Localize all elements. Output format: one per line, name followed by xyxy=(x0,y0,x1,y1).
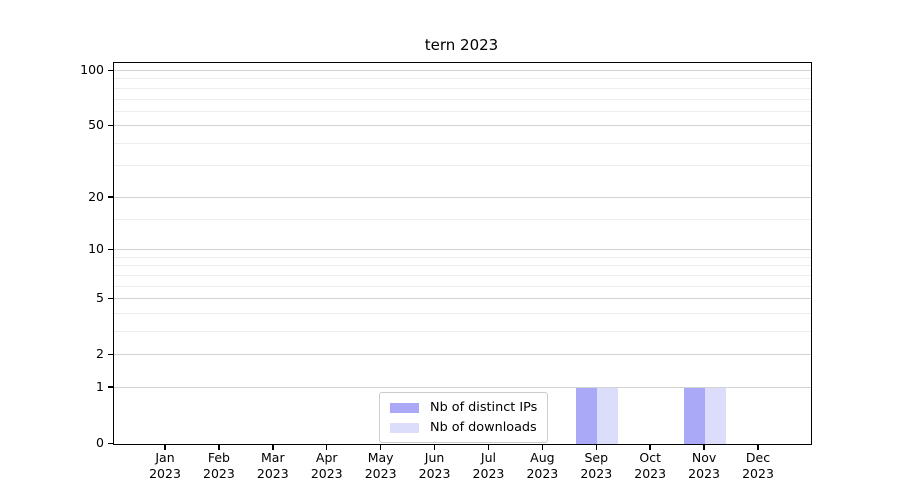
bar-downloads xyxy=(705,387,727,444)
minor-gridline xyxy=(114,165,811,167)
minor-gridline xyxy=(114,87,811,89)
x-axis-tick xyxy=(649,444,651,450)
minor-gridline xyxy=(114,110,811,112)
plot-area: Nb of distinct IPs Nb of downloads xyxy=(113,62,812,445)
y-axis-tick xyxy=(108,442,113,444)
x-axis-tick xyxy=(433,444,436,450)
x-axis-tick xyxy=(272,444,274,450)
minor-gridline xyxy=(114,98,811,100)
x-axis-tick-label: Jun 2023 xyxy=(418,450,451,481)
minor-gridline xyxy=(114,285,811,287)
minor-gridline xyxy=(114,274,811,276)
major-gridline xyxy=(114,196,811,198)
major-gridline xyxy=(114,249,811,251)
y-axis-tick xyxy=(108,69,113,71)
bar-downloads xyxy=(597,387,619,444)
y-axis-tick-label: 50 xyxy=(88,117,104,133)
x-axis-tick-label: Jul 2023 xyxy=(472,450,505,481)
major-gridline xyxy=(114,70,811,71)
x-axis-tick-label: Sep 2023 xyxy=(580,450,613,481)
y-axis-tick-label: 10 xyxy=(88,241,104,257)
legend-swatch xyxy=(390,422,419,433)
x-axis-tick xyxy=(757,444,759,450)
y-axis-tick-label: 5 xyxy=(96,290,104,306)
y-axis-tick-label: 0 xyxy=(96,435,104,450)
legend-entry: Nb of downloads xyxy=(390,419,537,436)
x-axis-tick xyxy=(487,444,490,450)
x-axis-tick xyxy=(379,444,382,450)
minor-gridline xyxy=(114,78,811,80)
y-axis-tick xyxy=(108,124,113,127)
y-axis-tick xyxy=(108,297,113,300)
x-axis-tick xyxy=(595,444,598,450)
x-axis-tick-label: Aug 2023 xyxy=(526,450,559,481)
y-axis-tick xyxy=(108,386,113,388)
legend: Nb of distinct IPs Nb of downloads xyxy=(379,392,549,443)
minor-gridline xyxy=(114,265,811,267)
legend-label: Nb of distinct IPs xyxy=(430,400,538,415)
x-axis-tick-label: Dec 2023 xyxy=(742,450,774,481)
x-axis-tick-label: Oct 2023 xyxy=(634,450,667,481)
y-axis-tick-label: 100 xyxy=(80,62,104,77)
y-axis-tick xyxy=(108,196,113,198)
y-axis-tick xyxy=(108,353,113,356)
minor-gridline xyxy=(114,312,811,314)
minor-gridline xyxy=(114,256,811,258)
x-axis-tick xyxy=(703,444,705,450)
major-gridline xyxy=(114,386,811,388)
bar-distinct-ips xyxy=(576,387,598,444)
x-axis-tick xyxy=(325,444,328,450)
bar-distinct-ips xyxy=(684,387,706,444)
legend-swatch xyxy=(390,402,419,413)
legend-label: Nb of downloads xyxy=(430,420,537,435)
chart-title: tern 2023 xyxy=(424,36,499,54)
legend-entry: Nb of distinct IPs xyxy=(390,399,537,416)
x-axis-tick-label: Jan 2023 xyxy=(149,450,181,481)
major-gridline xyxy=(114,125,811,127)
x-axis-tick-label: Apr 2023 xyxy=(310,450,343,481)
x-axis-tick-label: May 2023 xyxy=(364,450,397,481)
x-axis-tick xyxy=(541,444,544,450)
y-axis-tick-label: 20 xyxy=(88,188,104,204)
x-axis-tick xyxy=(218,444,220,450)
y-axis-tick xyxy=(108,248,113,251)
major-gridline xyxy=(114,298,811,300)
y-axis-tick-label: 2 xyxy=(96,346,104,362)
x-axis-tick-label: Nov 2023 xyxy=(688,450,720,481)
minor-gridline xyxy=(114,330,811,332)
x-axis-tick-label: Mar 2023 xyxy=(256,450,289,481)
x-axis-tick xyxy=(164,444,166,450)
major-gridline xyxy=(114,354,811,356)
x-axis-tick-label: Feb 2023 xyxy=(203,450,235,481)
minor-gridline xyxy=(114,218,811,220)
y-axis-tick-label: 1 xyxy=(96,378,104,394)
minor-gridline xyxy=(114,142,811,144)
